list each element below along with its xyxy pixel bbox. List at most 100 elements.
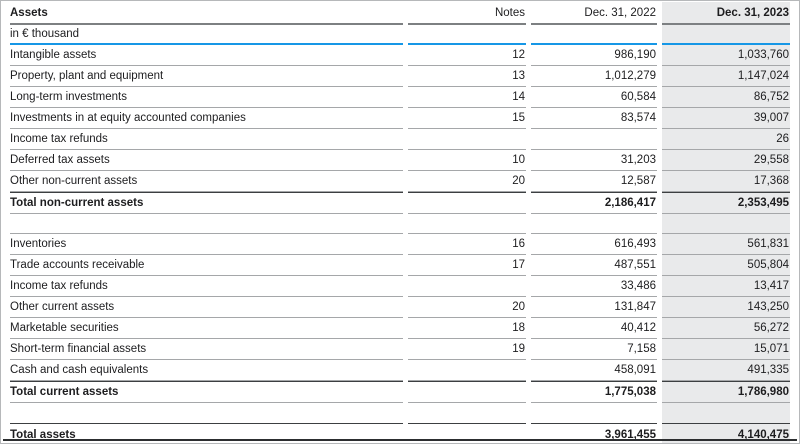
table-row: Other current assets 20 131,847 143,250	[10, 297, 790, 318]
table-row: Intangible assets 12 986,190 1,033,760	[10, 45, 790, 66]
value-2023-cell: 1,033,760	[662, 45, 790, 66]
value-2022-cell: 12,587	[531, 171, 657, 192]
column-header-assets: Assets	[10, 2, 403, 25]
table-row: Other non-current assets 20 12,587 17,36…	[10, 171, 790, 192]
value-2022-cell: 83,574	[531, 108, 657, 129]
asset-label-cell: Short-term financial assets	[10, 339, 403, 360]
value-2022-cell: 2,186,417	[531, 192, 657, 214]
section-spacer-row	[10, 403, 790, 423]
notes-cell: 18	[408, 318, 526, 339]
value-2022-cell: 458,091	[531, 360, 657, 381]
table-row: Inventories 16 616,493 561,831	[10, 234, 790, 255]
value-2022-cell: 31,203	[531, 150, 657, 171]
column-header-2022: Dec. 31, 2022	[531, 2, 657, 25]
notes-cell	[408, 129, 526, 150]
value-2022-cell: 33,486	[531, 276, 657, 297]
unit-label: in € thousand	[10, 25, 403, 45]
table-row: Trade accounts receivable 17 487,551 505…	[10, 255, 790, 276]
unit-row: in € thousand	[10, 25, 790, 45]
value-2023-cell: 1,147,024	[662, 66, 790, 87]
asset-label-cell: Income tax refunds	[10, 276, 403, 297]
asset-label-cell: Property, plant and equipment	[10, 66, 403, 87]
section-spacer-row	[10, 214, 790, 234]
spacer-cell	[10, 403, 403, 423]
table-row: Marketable securities 18 40,412 56,272	[10, 318, 790, 339]
value-2023-cell: 561,831	[662, 234, 790, 255]
total-non-current-assets-row: Total non-current assets 2,186,417 2,353…	[10, 192, 790, 214]
value-2023-cell: 17,368	[662, 171, 790, 192]
table-row: Deferred tax assets 10 31,203 29,558	[10, 150, 790, 171]
value-2023-cell: 86,752	[662, 87, 790, 108]
notes-cell: 20	[408, 171, 526, 192]
value-2023-cell: 15,071	[662, 339, 790, 360]
value-2022-cell: 131,847	[531, 297, 657, 318]
value-2022-cell: 7,158	[531, 339, 657, 360]
asset-label-cell: Other current assets	[10, 297, 403, 318]
asset-label-cell: Other non-current assets	[10, 171, 403, 192]
notes-cell	[408, 276, 526, 297]
asset-label-cell: Investments in at equity accounted compa…	[10, 108, 403, 129]
column-header-notes: Notes	[408, 2, 526, 25]
notes-cell: 16	[408, 234, 526, 255]
value-2022-cell	[531, 129, 657, 150]
table-row: Short-term financial assets 19 7,158 15,…	[10, 339, 790, 360]
asset-label-cell: Marketable securities	[10, 318, 403, 339]
total-assets-row: Total assets 3,961,455 4,140,475	[10, 423, 790, 443]
value-2023-cell: 505,804	[662, 255, 790, 276]
unit-spacer	[531, 25, 657, 45]
notes-cell	[408, 423, 526, 443]
table-row: Investments in at equity accounted compa…	[10, 108, 790, 129]
value-2023-cell: 2,353,495	[662, 192, 790, 214]
value-2023-cell: 56,272	[662, 318, 790, 339]
notes-cell: 10	[408, 150, 526, 171]
unit-spacer	[408, 25, 526, 45]
notes-cell: 17	[408, 255, 526, 276]
asset-label-cell: Cash and cash equivalents	[10, 360, 403, 381]
spacer-cell	[531, 403, 657, 423]
spacer-cell	[662, 403, 790, 423]
notes-cell	[408, 360, 526, 381]
asset-label-cell: Total current assets	[10, 381, 403, 403]
notes-cell: 19	[408, 339, 526, 360]
notes-cell	[408, 381, 526, 403]
value-2023-cell: 13,417	[662, 276, 790, 297]
value-2022-cell: 487,551	[531, 255, 657, 276]
spacer-cell	[10, 214, 403, 234]
table-row: Property, plant and equipment 13 1,012,2…	[10, 66, 790, 87]
value-2022-cell: 1,775,038	[531, 381, 657, 403]
notes-cell: 15	[408, 108, 526, 129]
asset-label-cell: Trade accounts receivable	[10, 255, 403, 276]
total-current-assets-row: Total current assets 1,775,038 1,786,980	[10, 381, 790, 403]
value-2023-cell: 143,250	[662, 297, 790, 318]
column-header-2023: Dec. 31, 2023	[662, 2, 790, 25]
value-2023-cell: 1,786,980	[662, 381, 790, 403]
spacer-cell	[408, 403, 526, 423]
notes-cell: 12	[408, 45, 526, 66]
value-2023-cell: 29,558	[662, 150, 790, 171]
asset-label-cell: Income tax refunds	[10, 129, 403, 150]
value-2023-cell: 26	[662, 129, 790, 150]
spacer-cell	[531, 214, 657, 234]
spacer-cell	[662, 214, 790, 234]
table-row: Income tax refunds 26	[10, 129, 790, 150]
asset-label-cell: Long-term investments	[10, 87, 403, 108]
notes-cell: 14	[408, 87, 526, 108]
value-2022-cell: 3,961,455	[531, 423, 657, 443]
value-2022-cell: 40,412	[531, 318, 657, 339]
value-2023-cell: 491,335	[662, 360, 790, 381]
table-row: Long-term investments 14 60,584 86,752	[10, 87, 790, 108]
asset-label-cell: Total assets	[10, 423, 403, 443]
asset-label-cell: Intangible assets	[10, 45, 403, 66]
notes-cell	[408, 192, 526, 214]
value-2022-cell: 616,493	[531, 234, 657, 255]
notes-cell: 20	[408, 297, 526, 318]
value-2022-cell: 60,584	[531, 87, 657, 108]
table-header-row: Assets Notes Dec. 31, 2022 Dec. 31, 2023	[10, 2, 790, 25]
assets-table: Assets Notes Dec. 31, 2022 Dec. 31, 2023…	[5, 2, 795, 443]
value-2023-cell: 39,007	[662, 108, 790, 129]
table-bottom-rule	[3, 439, 797, 441]
asset-label-cell: Total non-current assets	[10, 192, 403, 214]
unit-spacer	[662, 25, 790, 45]
spacer-cell	[408, 214, 526, 234]
